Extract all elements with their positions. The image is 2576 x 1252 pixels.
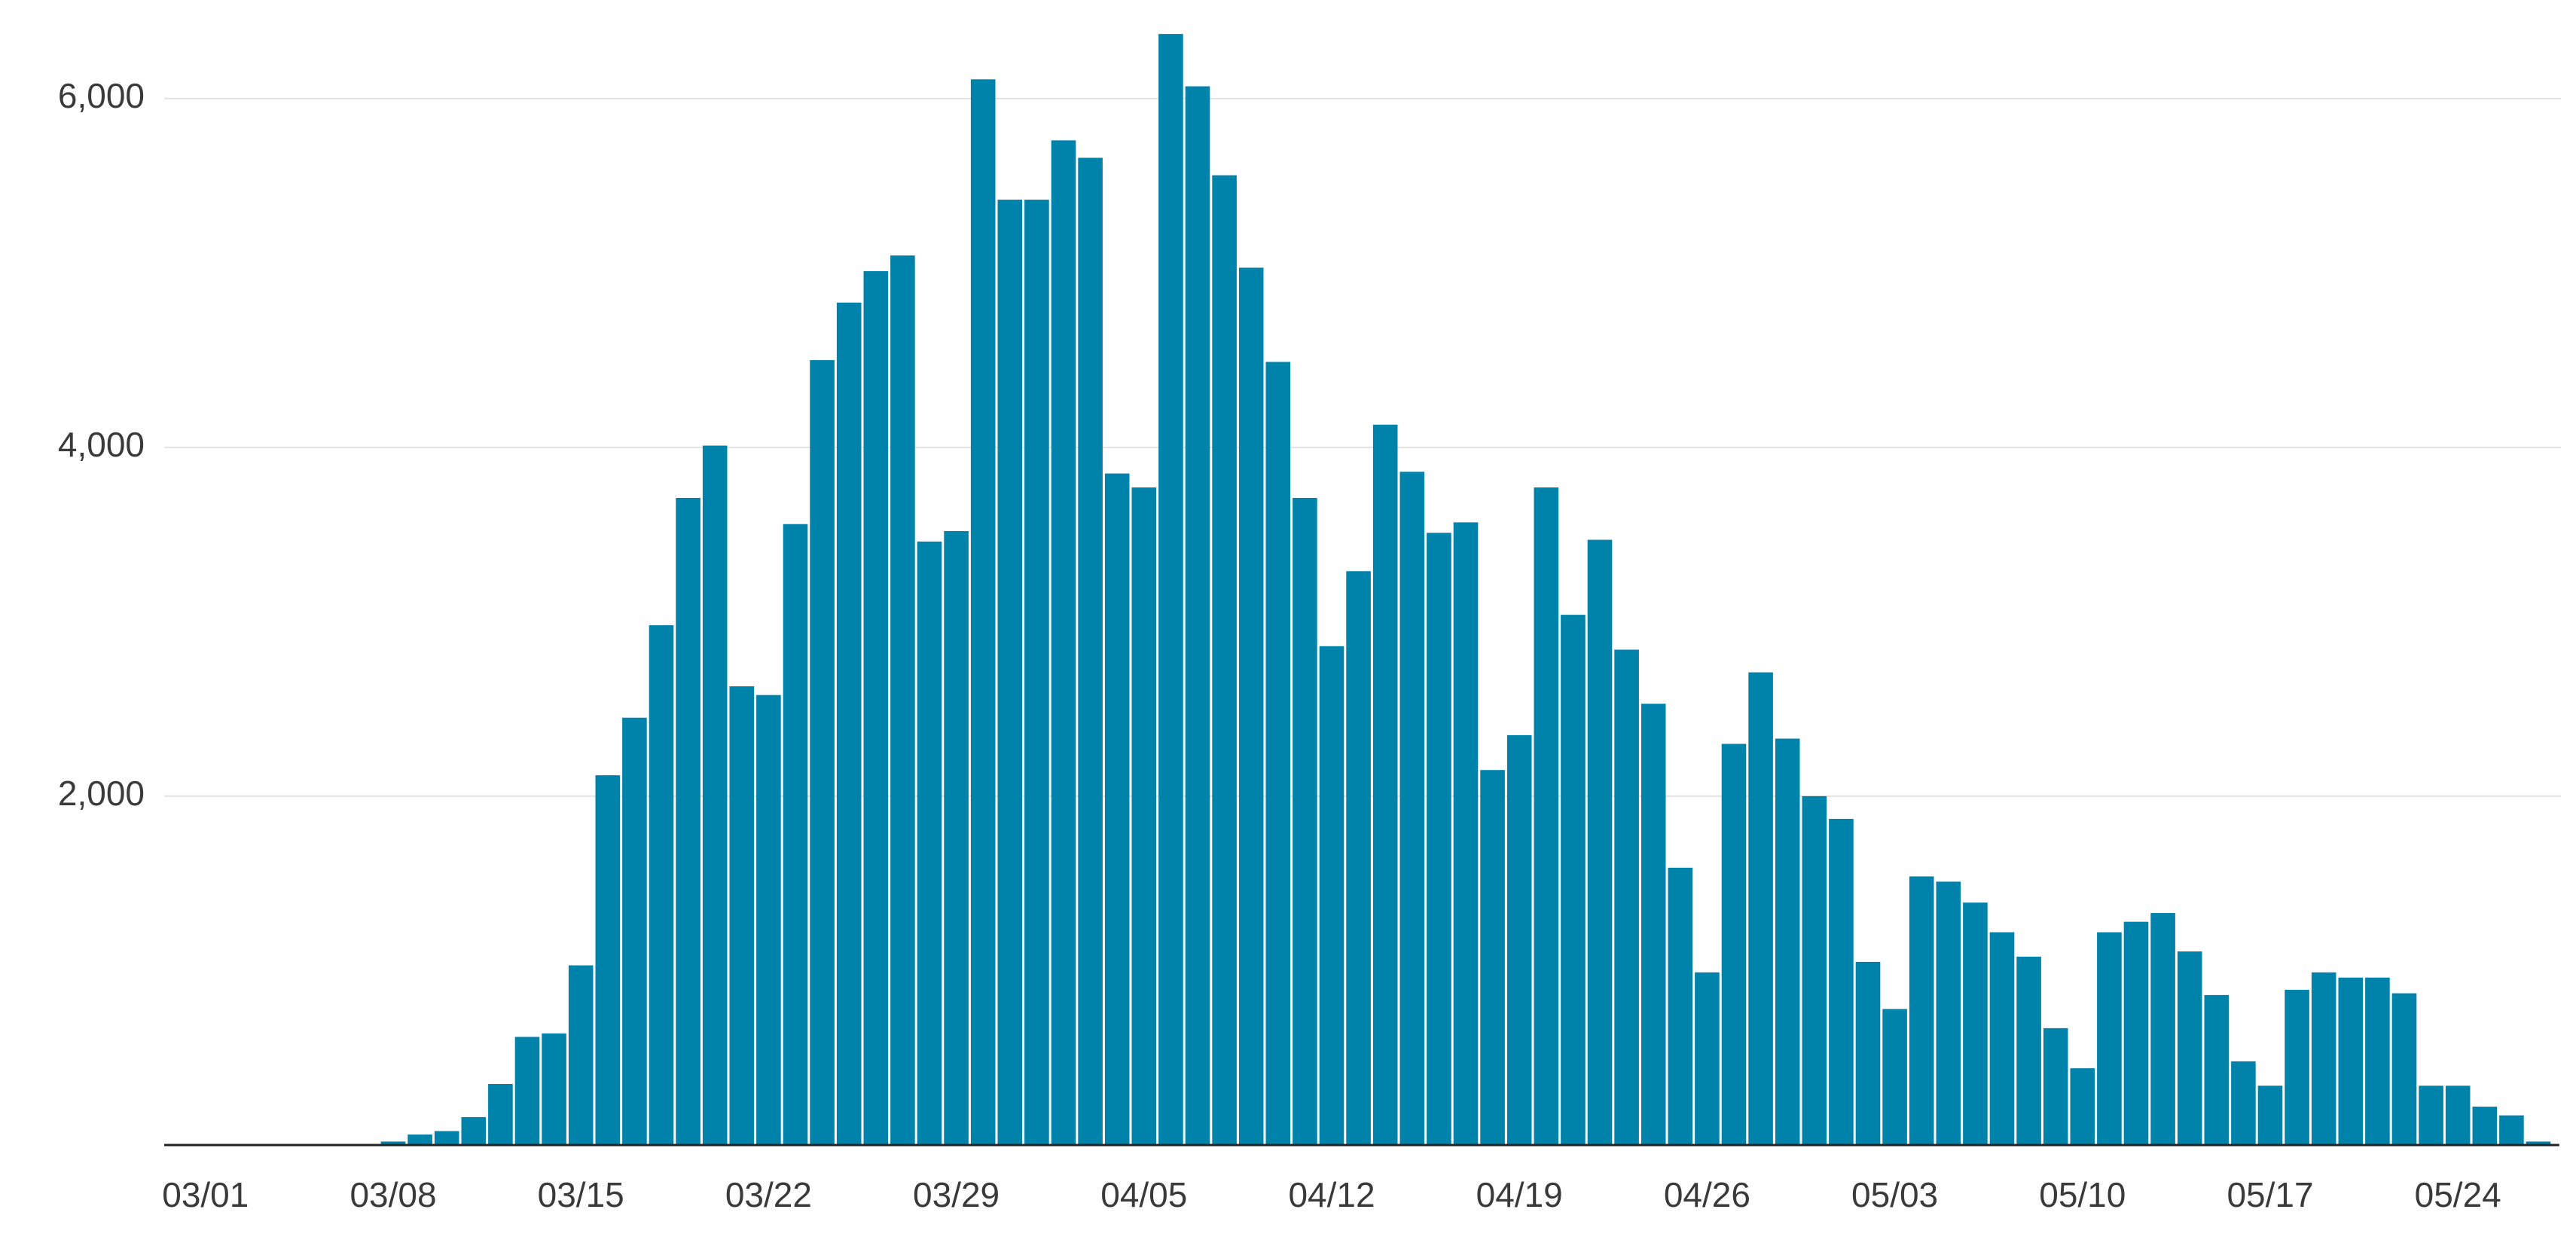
bar xyxy=(1238,267,1264,1145)
bar xyxy=(1963,902,1988,1145)
y-tick-label: 2,000 xyxy=(58,774,145,813)
bar xyxy=(810,360,835,1146)
bar xyxy=(702,445,728,1145)
bar xyxy=(1319,646,1344,1145)
x-tick-label: 03/08 xyxy=(349,1175,436,1214)
bar xyxy=(2257,1086,2283,1145)
bar xyxy=(1399,472,1425,1145)
bar xyxy=(756,695,781,1145)
bar xyxy=(1802,795,1827,1145)
bar xyxy=(1668,867,1693,1145)
bar xyxy=(649,625,674,1145)
bar xyxy=(2526,1141,2551,1145)
bar xyxy=(1721,744,1747,1145)
bar xyxy=(2499,1115,2524,1145)
bar xyxy=(997,200,1023,1145)
bar xyxy=(1534,487,1559,1145)
bar xyxy=(2445,1086,2471,1145)
bar xyxy=(2472,1107,2498,1145)
bar xyxy=(2231,1061,2256,1145)
bar xyxy=(1775,738,1800,1145)
bar xyxy=(890,255,915,1146)
y-tick-label: 6,000 xyxy=(58,76,145,115)
bar xyxy=(2123,921,2149,1145)
x-tick-label: 04/26 xyxy=(1664,1175,1750,1214)
bar xyxy=(2177,951,2202,1145)
bar xyxy=(2391,993,2417,1145)
x-tick-label: 05/17 xyxy=(2227,1175,2313,1214)
x-tick-label: 03/01 xyxy=(162,1175,249,1214)
y-tick-label: 4,000 xyxy=(58,425,145,464)
bar xyxy=(2365,977,2390,1145)
bar xyxy=(1265,362,1291,1145)
bar xyxy=(568,965,594,1145)
x-tick-label: 03/15 xyxy=(538,1175,624,1214)
bar xyxy=(2285,989,2309,1145)
bar xyxy=(1104,473,1130,1145)
bar xyxy=(407,1134,432,1145)
x-tick-label: 03/22 xyxy=(725,1175,812,1214)
bar xyxy=(1936,881,1961,1145)
bar xyxy=(380,1141,406,1145)
bar xyxy=(944,530,969,1145)
bar xyxy=(1614,649,1639,1145)
bar xyxy=(1882,1009,1907,1145)
bar xyxy=(970,79,996,1145)
bar xyxy=(2311,972,2336,1145)
bar xyxy=(514,1037,540,1145)
bar xyxy=(1641,704,1666,1145)
bar xyxy=(1480,770,1505,1145)
x-tick-label: 05/03 xyxy=(1851,1175,1938,1214)
bar xyxy=(1427,533,1451,1145)
bar xyxy=(836,302,862,1146)
bar xyxy=(1829,819,1854,1145)
bar xyxy=(1561,615,1586,1145)
bar xyxy=(622,717,647,1145)
bar xyxy=(729,686,755,1145)
bar xyxy=(1855,961,1881,1145)
bar xyxy=(1453,522,1479,1145)
bar xyxy=(542,1033,566,1145)
bar xyxy=(1695,972,1720,1145)
bar xyxy=(2070,1068,2095,1145)
bar xyxy=(1185,86,1210,1146)
bar xyxy=(1024,200,1049,1145)
bar xyxy=(1587,539,1613,1145)
bar xyxy=(1078,157,1103,1145)
bar xyxy=(1989,932,2015,1145)
bar xyxy=(1158,34,1183,1146)
bar xyxy=(2097,932,2122,1145)
bar xyxy=(1748,672,1773,1145)
bar xyxy=(1506,734,1532,1145)
bar xyxy=(2338,977,2364,1145)
bar xyxy=(488,1083,513,1145)
bar xyxy=(1131,487,1157,1145)
bar xyxy=(2204,994,2230,1145)
bar xyxy=(2150,913,2175,1145)
bar xyxy=(2043,1028,2068,1145)
x-tick-label: 04/19 xyxy=(1476,1175,1563,1214)
x-tick-label: 03/29 xyxy=(913,1175,1000,1214)
bar xyxy=(917,541,942,1145)
bar xyxy=(1051,140,1076,1145)
bar xyxy=(461,1116,487,1145)
bar xyxy=(676,497,700,1145)
bar xyxy=(863,270,889,1145)
x-tick-label: 05/24 xyxy=(2415,1175,2501,1214)
x-tick-label: 05/10 xyxy=(2039,1175,2126,1214)
bar xyxy=(1909,876,1934,1145)
bar xyxy=(1212,175,1237,1146)
x-tick-label: 04/12 xyxy=(1288,1175,1375,1214)
bar xyxy=(434,1131,459,1145)
bar xyxy=(595,775,621,1145)
bar xyxy=(783,524,808,1145)
bar xyxy=(1293,497,1317,1145)
bar xyxy=(2419,1086,2443,1145)
bar xyxy=(2016,956,2041,1145)
bar xyxy=(1346,571,1371,1145)
x-tick-label: 04/05 xyxy=(1100,1175,1187,1214)
bar xyxy=(1372,424,1398,1145)
